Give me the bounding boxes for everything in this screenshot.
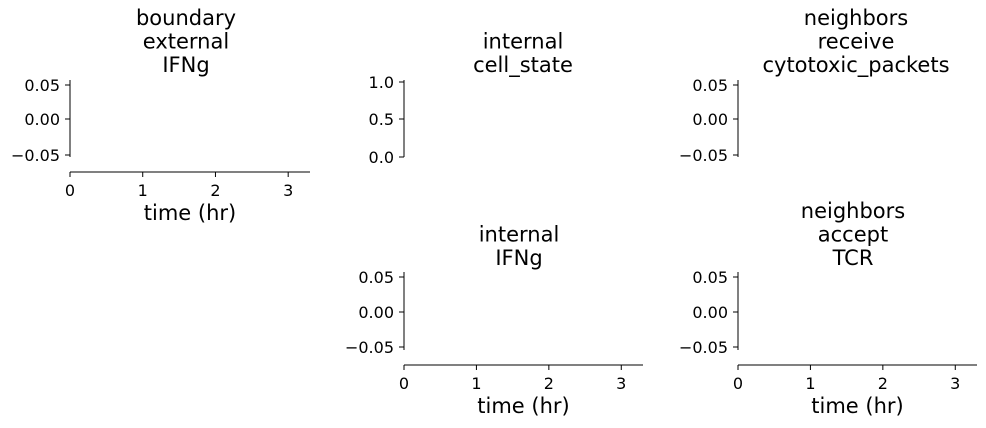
x-axis-label: time (hr) <box>811 394 903 418</box>
x-tick-label: 1 <box>805 374 815 393</box>
panel-title-line: internal <box>483 30 564 54</box>
panel-title-line: cytotoxic_packets <box>762 53 949 78</box>
x-tick-label: 0 <box>399 374 409 393</box>
panel-title-line: IFNg <box>495 246 542 270</box>
panel-title-line: accept <box>818 223 888 247</box>
y-tick-label: 0.00 <box>692 110 728 129</box>
y-tick-label: 0.5 <box>369 110 394 129</box>
y-tick-label: 0.05 <box>692 76 728 95</box>
y-tick-label: 0.05 <box>24 76 60 95</box>
x-tick-label: 3 <box>950 374 960 393</box>
panel-title-line: internal <box>479 223 560 247</box>
y-tick-label: −0.05 <box>679 146 728 165</box>
x-tick-label: 1 <box>471 374 481 393</box>
x-tick-label: 3 <box>283 181 293 200</box>
y-tick-label: 0.00 <box>24 110 60 129</box>
panel-title-line: cell_state <box>473 53 573 78</box>
y-tick-label: 0.05 <box>358 268 394 287</box>
x-axis-label: time (hr) <box>477 394 569 418</box>
y-tick-label: −0.05 <box>345 338 394 357</box>
panel-title-line: receive <box>818 30 895 54</box>
y-tick-label: 1.0 <box>369 73 394 92</box>
x-tick-label: 0 <box>733 374 743 393</box>
panel-title-line: IFNg <box>162 53 209 77</box>
y-tick-label: −0.05 <box>679 338 728 357</box>
x-axis-label: time (hr) <box>144 201 236 225</box>
x-tick-label: 3 <box>616 374 626 393</box>
x-tick-label: 0 <box>65 181 75 200</box>
panel-title-line: neighbors <box>804 6 908 30</box>
panel-title-line: boundary <box>136 6 236 30</box>
x-tick-label: 2 <box>210 181 220 200</box>
y-tick-label: 0.00 <box>692 303 728 322</box>
panel-title-line: neighbors <box>801 199 905 223</box>
x-tick-label: 1 <box>138 181 148 200</box>
x-tick-label: 2 <box>544 374 554 393</box>
panel-title-line: TCR <box>832 246 874 270</box>
y-tick-label: 0.0 <box>369 148 394 167</box>
y-tick-label: −0.05 <box>11 146 60 165</box>
x-tick-label: 2 <box>878 374 888 393</box>
y-tick-label: 0.05 <box>692 268 728 287</box>
panel-title-line: external <box>143 30 229 54</box>
y-tick-label: 0.00 <box>358 303 394 322</box>
